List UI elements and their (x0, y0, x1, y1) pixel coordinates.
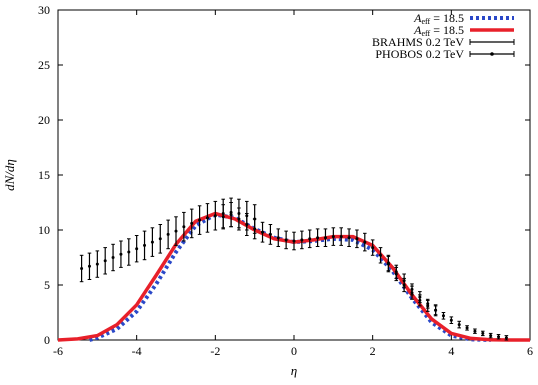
series-dotted-line (88, 212, 491, 342)
data-point (292, 239, 296, 243)
legend-label: BRAHMS 0.2 TeV (372, 35, 464, 49)
y-tick-label: 0 (44, 333, 50, 347)
data-point (80, 267, 84, 270)
data-point (386, 261, 390, 265)
data-point (276, 236, 280, 240)
x-tick-label: -4 (132, 344, 142, 358)
legend-label: Aeff = 18.5 (413, 11, 464, 26)
data-point (418, 295, 422, 299)
data-point (103, 259, 107, 263)
data-point (245, 214, 249, 218)
data-point (174, 229, 178, 233)
y-tick-label: 5 (44, 278, 50, 292)
y-tick-label: 30 (38, 3, 50, 17)
data-point (261, 230, 265, 234)
data-point (308, 237, 312, 241)
data-point (481, 331, 485, 335)
data-point (135, 247, 139, 251)
y-tick-label: 20 (38, 113, 50, 127)
data-point (300, 238, 304, 242)
data-point (434, 308, 438, 312)
data-point (221, 212, 225, 215)
data-point (323, 236, 327, 240)
data-point (182, 225, 186, 229)
data-point (166, 232, 170, 236)
legend-label: Aeff = 18.5 (413, 23, 464, 38)
x-axis-label: η (291, 363, 297, 378)
data-point (355, 237, 359, 241)
x-tick-label: 2 (370, 344, 376, 358)
x-tick-label: -6 (53, 344, 63, 358)
data-point (284, 238, 288, 242)
data-point (441, 314, 445, 318)
series-layer (57, 197, 530, 342)
data-point (198, 218, 202, 222)
data-point (119, 252, 123, 256)
y-tick-label: 10 (38, 223, 50, 237)
data-point (127, 250, 131, 254)
data-point (379, 253, 383, 257)
data-point (95, 262, 99, 266)
data-point (205, 216, 209, 220)
data-point (158, 237, 162, 241)
data-point (457, 323, 461, 327)
data-point (504, 336, 508, 340)
data-point (497, 335, 501, 339)
y-tick-label: 15 (38, 168, 50, 182)
axis-ticks: -6 -4 -2 0 2 4 6 0 5 10 15 20 25 30 (38, 3, 533, 358)
data-point (402, 279, 406, 283)
x-tick-label: -2 (210, 344, 220, 358)
data-point (143, 243, 147, 247)
x-tick-label: 0 (291, 344, 297, 358)
data-point (347, 236, 351, 240)
legend-entry: Aeff = 18.5 (413, 11, 514, 26)
data-point (190, 221, 194, 225)
data-point (253, 217, 257, 221)
data-point (316, 236, 320, 240)
data-point (426, 302, 430, 306)
x-tick-label: 4 (448, 344, 454, 358)
data-point (465, 326, 469, 330)
data-point (371, 246, 375, 250)
data-point (111, 256, 115, 259)
data-point (363, 240, 367, 244)
data-point (331, 235, 335, 239)
data-point (268, 232, 272, 236)
data-point (473, 329, 477, 333)
data-point (489, 334, 493, 338)
x-tick-label: 6 (527, 344, 533, 358)
data-point (87, 264, 91, 268)
legend-label: PHOBOS 0.2 TeV (375, 47, 464, 61)
legend-entry: Aeff = 18.5 (413, 23, 514, 38)
data-point (237, 212, 241, 215)
data-point (213, 214, 217, 218)
data-point (339, 235, 343, 239)
y-tick-label: 25 (38, 58, 50, 72)
y-axis-label: dN/dη (2, 159, 17, 191)
data-point (150, 240, 154, 244)
series-phobos-0-2-tev (79, 197, 509, 341)
legend-entry: PHOBOS 0.2 TeV (375, 47, 515, 61)
data-point (410, 287, 414, 291)
legend-swatch-point (490, 52, 494, 56)
legend-entry: BRAHMS 0.2 TeV (372, 35, 515, 49)
data-point (449, 318, 453, 322)
data-point (229, 210, 233, 214)
data-point (394, 270, 398, 274)
